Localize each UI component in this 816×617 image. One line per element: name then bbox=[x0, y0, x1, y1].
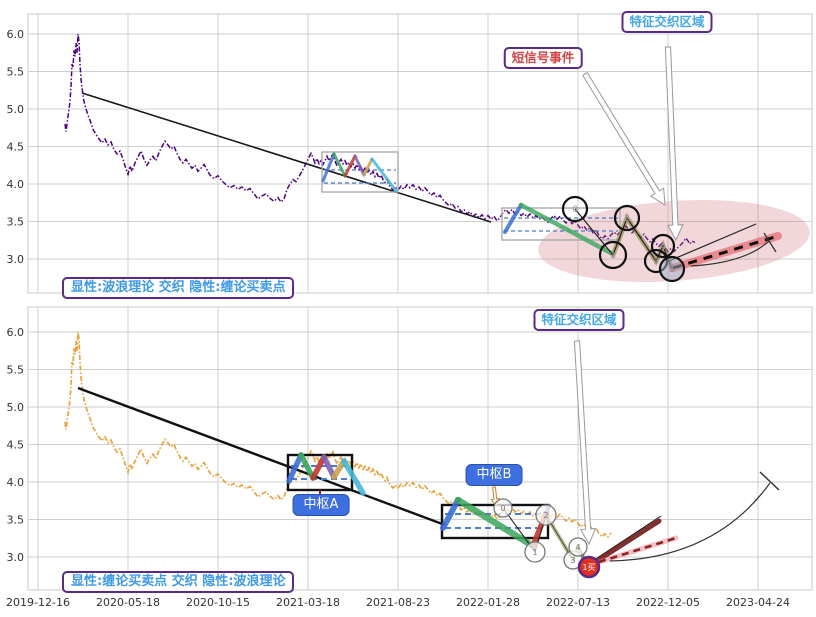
wave-marker-label: 2 bbox=[543, 511, 548, 520]
forecast-arc-top bbox=[690, 240, 770, 267]
price-top-series bbox=[64, 33, 696, 253]
x-tick-label: 2023-04-24 bbox=[726, 596, 790, 609]
y-tick-label: 5.0 bbox=[7, 103, 25, 116]
wave-connector-top bbox=[574, 208, 673, 270]
feature-zone-arrow-top bbox=[664, 46, 684, 242]
wave-marker-0 bbox=[561, 195, 589, 223]
y-tick-label: 4.0 bbox=[7, 476, 25, 489]
wave-marker-4 bbox=[650, 233, 676, 259]
wave-marker-label: 2 bbox=[624, 214, 630, 224]
price-bottom-series bbox=[64, 331, 612, 539]
y-tick-label: 6.0 bbox=[7, 28, 25, 41]
annotation-line bbox=[518, 202, 614, 256]
chan-segments-top bbox=[353, 154, 366, 177]
wave-marker-4 bbox=[568, 537, 588, 557]
x-tick-label: 2020-10-15 bbox=[186, 596, 250, 609]
panel-bottom bbox=[27, 306, 813, 591]
pivot-b-label: 中枢B bbox=[465, 464, 523, 486]
x-tick-label: 2019-12-16 bbox=[6, 596, 70, 609]
chan-segments-bottom bbox=[321, 454, 337, 480]
chan-segments-bottom bbox=[341, 458, 366, 496]
chan-segments-bottom bbox=[331, 458, 347, 480]
caption-bottom-panel: 显性:缠论买卖点 交织 隐性:波浪理论 bbox=[62, 571, 295, 593]
wave-marker-0 bbox=[493, 498, 513, 518]
annotation-line bbox=[454, 496, 537, 550]
chan-segments-bottom bbox=[310, 454, 327, 481]
wave-marker-label: 1 bbox=[532, 548, 537, 557]
wave-marker-label: 1 bbox=[610, 251, 616, 261]
wave-marker-label: 0 bbox=[572, 205, 578, 215]
x-tick-label: 2021-03-18 bbox=[276, 596, 340, 609]
x-tick-label: 2022-01-28 bbox=[456, 596, 520, 609]
short-signal-label: 短信号事件 bbox=[503, 47, 583, 69]
annotation-line bbox=[668, 223, 757, 262]
chan-segments-top bbox=[362, 157, 374, 177]
chan-segments-bottom bbox=[298, 452, 316, 481]
y-tick-label: 4.5 bbox=[7, 439, 25, 452]
wave-marker-5 bbox=[658, 255, 686, 283]
chan-segments-bottom bbox=[286, 452, 304, 484]
y-tick-label: 5.5 bbox=[7, 364, 25, 377]
short-signal-arrow bbox=[582, 71, 666, 206]
chan-segments-top bbox=[370, 157, 398, 193]
forecast-dash-bottom bbox=[598, 536, 677, 564]
chan-segments-top bbox=[321, 152, 336, 183]
x-tick-label: 2021-08-23 bbox=[366, 596, 430, 609]
y-tick-label: 3.0 bbox=[7, 551, 25, 564]
y-tick-label: 4.5 bbox=[7, 141, 25, 154]
y-tick-label: 3.5 bbox=[7, 216, 25, 229]
x-tick-label: 2022-12-05 bbox=[636, 596, 700, 609]
chan-segments-top bbox=[332, 152, 347, 178]
y-tick-label: 3.5 bbox=[7, 514, 25, 527]
annotation-line bbox=[759, 471, 780, 491]
wave-marker-label: 5 bbox=[669, 265, 675, 275]
y-tick-label: 5.5 bbox=[7, 66, 25, 79]
y-tick-label: 5.0 bbox=[7, 401, 25, 414]
chan-segments-top bbox=[343, 154, 357, 178]
trendline-top bbox=[81, 92, 492, 223]
wave-marker-label: 4 bbox=[575, 543, 580, 552]
y-tick-label: 6.0 bbox=[7, 326, 25, 339]
trendline-bottom bbox=[77, 386, 446, 527]
feature-zone-label-bottom: 特征交织区域 bbox=[533, 309, 625, 331]
feature-zone-arrow-bottom bbox=[573, 340, 597, 546]
forecast-dash-top bbox=[672, 234, 779, 270]
annotation-line bbox=[503, 203, 523, 234]
forecast-line-bottom bbox=[589, 518, 662, 567]
x-tick-label: 2022-07-13 bbox=[546, 596, 610, 609]
wave-marker-1 bbox=[598, 240, 628, 270]
wave-marker-1买 bbox=[577, 555, 601, 579]
pivot-b-box-top bbox=[501, 207, 621, 241]
feature-zone-label-top: 特征交织区域 bbox=[621, 11, 713, 33]
forecast-arc-bottom bbox=[609, 482, 771, 562]
wave-marker-2 bbox=[535, 504, 557, 526]
wave-marker-label: 0 bbox=[500, 504, 505, 513]
annotation-line bbox=[440, 497, 461, 531]
wave-marker-label: 3 bbox=[653, 257, 659, 267]
x-tick-label: 2020-05-18 bbox=[96, 596, 160, 609]
wave-marker-2 bbox=[613, 204, 641, 232]
caption-top-panel: 显性:波浪理论 交织 隐性:缠论买卖点 bbox=[62, 277, 295, 299]
wave-marker-1 bbox=[524, 541, 546, 563]
annotation-line bbox=[763, 232, 777, 253]
y-tick-label: 4.0 bbox=[7, 178, 25, 191]
wave-marker-label: 3 bbox=[570, 556, 575, 565]
y-tick-label: 3.0 bbox=[7, 253, 25, 266]
pivot-a-box-top bbox=[321, 151, 399, 193]
pivot-a-label: 中枢A bbox=[292, 494, 350, 516]
wave-marker-label: 1买 bbox=[582, 563, 595, 572]
wave-marker-label: 4 bbox=[660, 242, 666, 252]
